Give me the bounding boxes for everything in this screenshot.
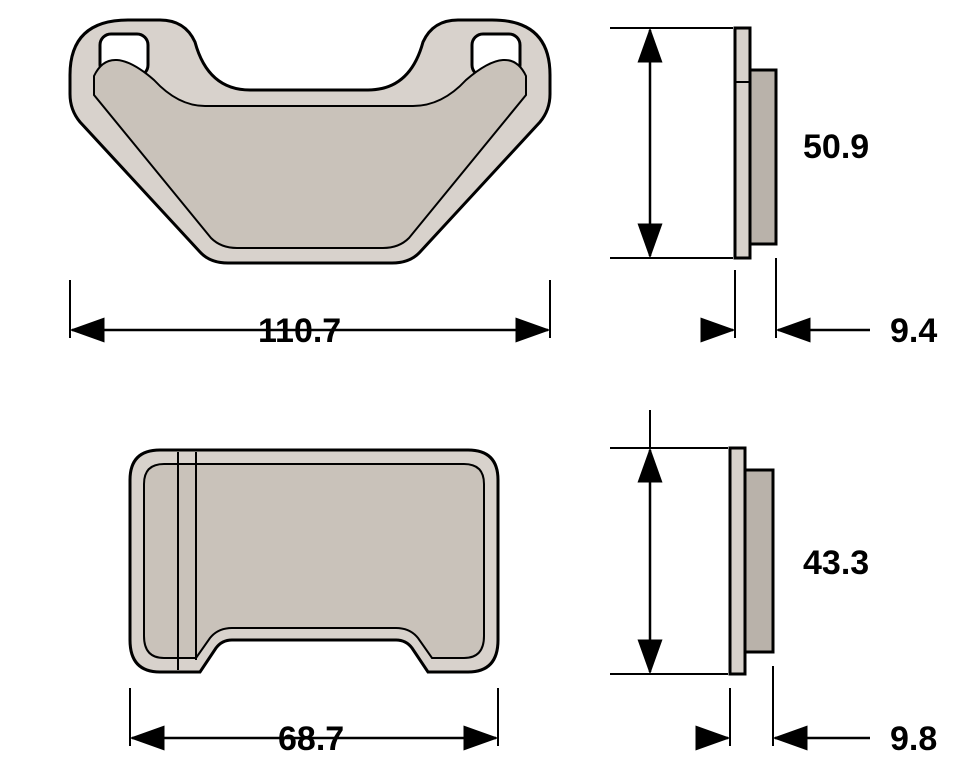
dim-top-thickness xyxy=(705,258,870,338)
label-top-width: 110.7 xyxy=(258,312,341,351)
label-bottom-height: 43.3 xyxy=(803,544,869,583)
dim-top-height xyxy=(610,28,733,258)
dim-bottom-thickness xyxy=(700,666,870,746)
top-pad-side xyxy=(735,28,776,258)
bottom-pad-side xyxy=(730,448,773,674)
bottom-pad-front xyxy=(130,450,498,672)
label-top-height: 50.9 xyxy=(803,128,869,167)
dim-bottom-height xyxy=(610,410,728,674)
label-bottom-width: 68.7 xyxy=(278,720,344,759)
top-pad-front xyxy=(70,20,550,263)
technical-drawing xyxy=(0,0,960,763)
drawing-canvas: 110.7 50.9 9.4 68.7 43.3 9.8 xyxy=(0,0,960,763)
label-top-thickness: 9.4 xyxy=(890,312,937,351)
label-bottom-thickness: 9.8 xyxy=(890,720,937,759)
